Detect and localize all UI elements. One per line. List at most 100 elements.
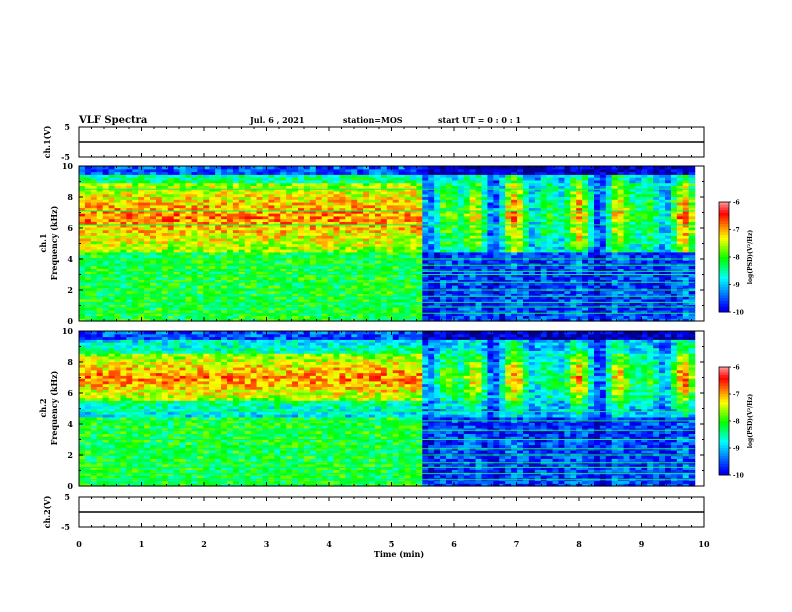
ch1-spectrogram-cell [114,218,122,222]
ch1-spectrogram-cell [274,174,281,178]
ch1-spectrogram-cell [250,271,258,275]
ch1-spectrogram-cell [108,243,116,247]
ch1-spectrogram-cell [84,240,92,245]
ch1-spectrogram-cell [274,279,281,283]
ch1-spectrogram-cell [303,296,311,300]
ch1-spectrogram-cell [268,207,275,211]
ch1-spectrogram-cell [173,318,181,322]
ch1-spectrogram-cell [321,174,329,178]
ch1-spectrogram-cell [286,226,293,231]
ch1-spectrogram-cell [179,201,187,206]
ch1-spectrogram-cell [280,207,287,211]
ch1-spectrogram-cell [173,215,181,220]
ch1-spectrogram-cell [79,318,86,322]
ch1-spectrogram-cell [102,273,110,278]
ch1-spectrogram-cell [114,243,122,247]
ch1-spectrogram-cell [79,204,86,209]
ch1-spectrogram-cell [138,199,145,203]
ch1-spectrogram-cell [179,196,187,200]
ch1-spectrogram-cell [114,265,122,270]
ch1-spectrogram-cell [351,188,358,192]
ch1-spectrogram-cell [303,226,311,231]
ch1-spectrogram-cell [108,276,116,281]
ch1-spectrogram-cell [298,293,305,297]
ch1-spectrogram-cell [268,168,275,173]
ch1-spectrogram-cell [292,249,299,253]
ch1-spectrogram-cell [167,240,175,245]
ch1-spectrogram-cell [96,304,104,308]
ch1-spectrogram-cell [203,265,210,270]
ch1-spectrogram-cell [132,215,139,220]
ch1-spectrogram-cell [132,237,139,242]
ch1-spectrogram-cell [280,251,287,256]
ch1-spectrogram-cell [286,251,293,256]
ch1-spectrogram-cell [398,177,406,181]
ch1-spectrogram-cell [221,196,228,200]
ch1-spectrogram-cell [369,240,376,245]
ch1-spectrogram-cell [369,268,376,272]
ch1-spectrogram-cell [179,265,187,270]
ch1-spectrogram-cell [374,196,382,200]
ch1-spectrogram-cell [345,171,352,175]
ch1-spectrogram-cell [173,240,181,245]
ch1-spectrogram-cell [274,237,281,242]
ch1-spectrogram-cell [369,174,376,178]
ch1-spectrogram-cell [333,166,341,170]
ch1-spectrogram-cell [126,271,133,275]
ch1-spectrogram-cell [280,166,287,170]
ch1-spectrogram-cell [126,196,133,200]
ch1-spectrogram-cell [221,254,228,258]
ch1-spectrogram-cell [380,226,388,231]
ch1-spectrogram-cell [398,249,406,253]
ch1-spectrogram-cell [256,166,264,170]
ch1-spectrogram-cell [386,218,394,222]
ch1-spectrogram-cell [90,307,98,311]
ch1-spectrogram-cell [221,213,228,217]
ch1-spectrogram-cell [315,309,323,314]
ch1-spectrogram-cell [221,201,228,206]
ch1-spectrogram-cell [209,268,216,272]
ch1-spectrogram-cell [292,312,299,317]
ch1-spectrogram-cell [345,237,352,242]
ch1-spectrogram-cell [392,190,400,195]
ch1-spectrogram-cell [108,179,116,184]
ch1-spectrogram-cell [96,296,104,300]
ch1-spectrogram-cell [132,279,139,283]
ch1-spectrogram-cell [173,279,181,283]
ch1-spectrogram-cell [357,318,364,322]
ch1-spectrogram-cell [114,226,122,231]
ch1-spectrogram-cell [150,315,157,319]
ch1-spectrogram-cell [404,304,412,308]
ch1-spectrogram-cell [197,262,204,267]
ch1-spectrogram-cell [197,237,204,242]
ch1-spectrogram-cell [102,215,110,220]
ch1-spectrogram-cell [274,290,281,294]
ch1-spectrogram-cell [179,312,187,317]
ch1-spectrogram-cell [363,273,370,278]
ch1-spectrogram-cell [138,204,145,209]
ch1-spectrogram-cell [173,174,181,178]
ch1-spectrogram-cell [315,218,323,222]
ch1-waveform-ylabel: ch.1(V) [42,125,52,158]
ch1-spectrogram-cell [410,304,418,308]
ch1-spectrogram-cell [268,251,275,256]
ch1-spectrogram-cell [244,240,252,245]
ch1-spectrogram-cell [244,290,252,294]
ch1-spectrogram-cell [292,246,299,250]
ch1-spectrogram-cell [120,185,127,189]
ch1-spectrogram-cell [298,215,305,220]
ch1-waveform-xticks [78,127,705,157]
ch1-spectrogram-cell [303,215,311,220]
ch1-spectrogram-cell [238,273,246,278]
ch1-spectrogram-cell [321,204,329,209]
ch1-spectrogram-cell [132,276,139,281]
ch1-spectrogram-cell [102,298,110,303]
ch1-spectrogram-cell [363,251,370,256]
ch1-spectrogram-cell [132,271,139,275]
ch1-spectrogram-cell [215,226,222,231]
ch1-spectrogram-cell [150,251,157,256]
ch1-spectrogram-cell [256,190,264,195]
ch1-spectrogram-cell [309,204,317,209]
ch1-spectrogram-cell [339,271,346,275]
ch1-spectrogram-cell [380,290,388,294]
